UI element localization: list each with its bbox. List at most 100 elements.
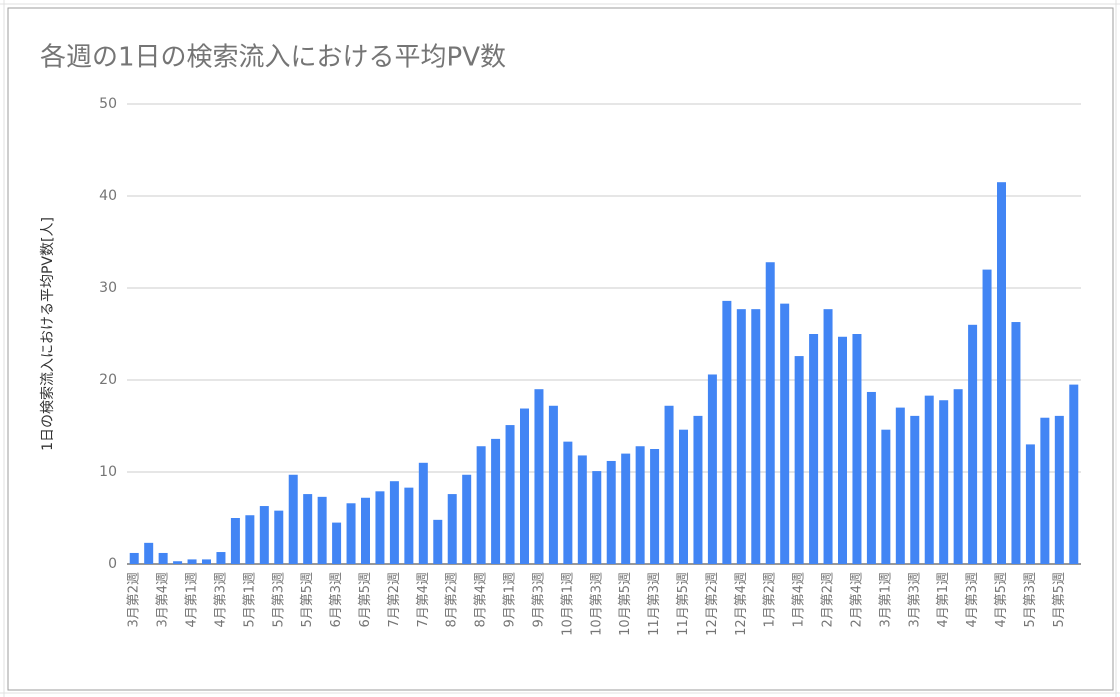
x-tick-label: 10月第1週 bbox=[560, 572, 575, 636]
bar bbox=[939, 400, 949, 564]
bar bbox=[997, 182, 1006, 564]
x-tick-label: 12月第4週 bbox=[734, 572, 749, 636]
x-tick-label: 9月第3週 bbox=[531, 572, 546, 628]
bar bbox=[505, 425, 515, 564]
y-tick-label: 0 bbox=[108, 556, 117, 572]
x-tick-label: 6月第5週 bbox=[358, 572, 373, 628]
bar bbox=[982, 269, 992, 564]
x-tick-label: 2月第2週 bbox=[821, 572, 836, 628]
y-tick-label: 40 bbox=[99, 188, 117, 204]
bar bbox=[462, 474, 472, 564]
x-tick-label: 1月第2週 bbox=[763, 572, 778, 628]
x-tick-label: 12月第2週 bbox=[705, 572, 720, 636]
bar bbox=[418, 462, 428, 564]
y-tick-label: 30 bbox=[99, 280, 117, 296]
x-tick-label: 8月第2週 bbox=[445, 572, 460, 628]
bar bbox=[809, 334, 819, 564]
x-tick-label: 5月第5週 bbox=[300, 572, 315, 628]
x-tick-label: 3月第3週 bbox=[907, 572, 922, 628]
bar bbox=[1054, 415, 1064, 564]
x-tick-label: 11月第5週 bbox=[676, 572, 691, 636]
bar bbox=[881, 429, 891, 564]
bar bbox=[274, 510, 284, 564]
bar bbox=[491, 438, 501, 564]
bar bbox=[592, 471, 602, 564]
x-tick-label: 5月第3週 bbox=[271, 572, 286, 628]
bar bbox=[447, 494, 457, 564]
bar bbox=[404, 487, 414, 564]
bar bbox=[751, 309, 761, 564]
bar bbox=[144, 542, 154, 564]
bar bbox=[765, 262, 775, 564]
bar bbox=[852, 334, 862, 564]
y-tick-label: 10 bbox=[99, 464, 117, 480]
bar bbox=[823, 309, 833, 564]
bar bbox=[577, 455, 587, 564]
x-tick-label: 6月第3週 bbox=[329, 572, 344, 628]
bar bbox=[838, 336, 847, 564]
x-tick-label: 11月第3週 bbox=[647, 572, 662, 636]
x-tick-label: 3月第2週 bbox=[127, 572, 142, 628]
x-tick-label: 3月第4週 bbox=[156, 572, 171, 628]
bar bbox=[216, 552, 226, 564]
x-tick-label: 8月第4週 bbox=[474, 572, 489, 628]
bar bbox=[707, 374, 717, 564]
bar bbox=[650, 449, 660, 564]
bar bbox=[924, 395, 934, 564]
bar bbox=[534, 389, 544, 564]
bar bbox=[548, 405, 558, 564]
bar bbox=[563, 441, 573, 564]
bar bbox=[1040, 417, 1050, 564]
y-tick-label: 20 bbox=[99, 372, 117, 388]
bar bbox=[1069, 384, 1079, 564]
x-tick-label: 7月第4週 bbox=[416, 572, 431, 628]
bar bbox=[736, 309, 746, 564]
x-tick-label: 4月第1週 bbox=[185, 572, 200, 628]
bar bbox=[173, 561, 183, 564]
bar bbox=[780, 303, 790, 564]
bar bbox=[953, 389, 963, 564]
bar bbox=[635, 446, 645, 564]
bar bbox=[1025, 444, 1035, 564]
y-axis-title: 1日の検索流入における平均PV数[人] bbox=[39, 217, 56, 451]
x-tick-label: 5月第3週 bbox=[1023, 572, 1038, 628]
bar bbox=[158, 552, 168, 564]
x-tick-label: 9月第1週 bbox=[503, 572, 518, 628]
bar bbox=[679, 429, 688, 564]
bar bbox=[245, 515, 255, 564]
bar bbox=[476, 446, 486, 564]
x-tick-label: 10月第5週 bbox=[618, 572, 633, 636]
bar bbox=[303, 494, 313, 564]
bar bbox=[866, 391, 876, 564]
bar bbox=[1011, 322, 1021, 564]
x-tick-label: 1月第4週 bbox=[792, 572, 807, 628]
bar bbox=[187, 559, 197, 564]
chart-title: 各週の1日の検索流入における平均PV数 bbox=[40, 43, 506, 73]
bar bbox=[520, 408, 529, 564]
bar bbox=[202, 559, 211, 564]
bar bbox=[910, 415, 920, 564]
bar bbox=[794, 356, 804, 564]
bar bbox=[693, 415, 703, 564]
x-tick-label: 3月第1週 bbox=[878, 572, 893, 628]
x-tick-label: 5月第5週 bbox=[1052, 572, 1067, 628]
bar bbox=[317, 496, 327, 564]
x-tick-label: 4月第5週 bbox=[994, 572, 1009, 628]
bar bbox=[375, 491, 385, 564]
bar bbox=[968, 324, 978, 564]
chart-frame bbox=[7, 7, 1114, 691]
bar bbox=[664, 405, 674, 564]
bar bbox=[895, 407, 905, 564]
bar bbox=[606, 460, 616, 564]
bar bbox=[288, 474, 298, 564]
bar bbox=[389, 481, 399, 564]
bar bbox=[361, 497, 370, 564]
bar bbox=[259, 506, 269, 564]
x-tick-label: 4月第3週 bbox=[213, 572, 228, 628]
y-tick-label: 50 bbox=[99, 96, 117, 112]
x-tick-label: 4月第3週 bbox=[965, 572, 980, 628]
x-tick-label: 2月第4週 bbox=[849, 572, 864, 628]
bar bbox=[621, 453, 631, 564]
x-tick-label: 4月第1週 bbox=[936, 572, 951, 628]
